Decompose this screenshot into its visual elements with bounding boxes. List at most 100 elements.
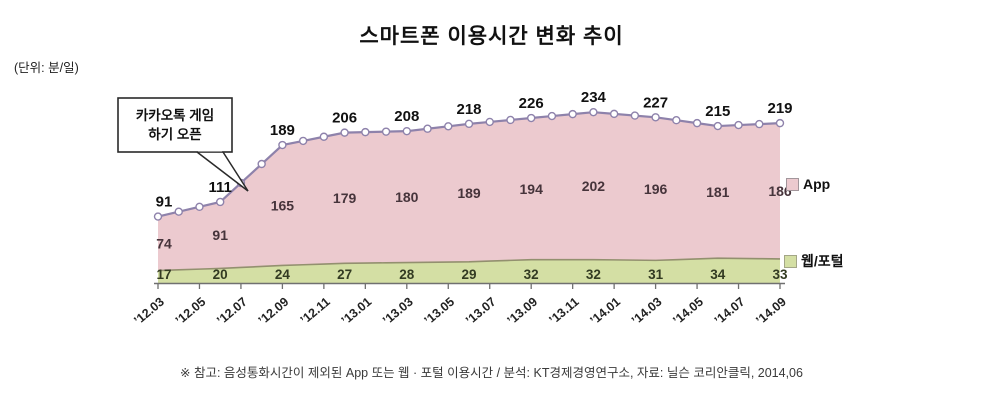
unit-label: (단위: 분/일) bbox=[14, 61, 79, 75]
app-value-label: 91 bbox=[212, 227, 228, 243]
data-point-marker bbox=[195, 202, 204, 212]
x-tick-label: ’12.09 bbox=[256, 295, 292, 328]
app-legend-swatch bbox=[786, 177, 799, 191]
total-value-label: 215 bbox=[705, 103, 730, 120]
callout-tail-edge bbox=[222, 151, 249, 192]
data-point-marker bbox=[153, 212, 163, 221]
data-point-marker bbox=[298, 136, 308, 146]
data-point-markers bbox=[153, 107, 785, 221]
data-point-marker bbox=[651, 113, 660, 122]
annotation-line2: 하기 오픈 bbox=[148, 127, 202, 142]
x-tick-label: ’13.09 bbox=[504, 295, 540, 328]
x-tick-label: ’14.01 bbox=[587, 295, 623, 328]
annotation-callout-shape bbox=[117, 97, 249, 192]
data-point-marker bbox=[672, 116, 681, 125]
annotation-callout: 카카오톡 게임 하기 오픈 bbox=[118, 98, 232, 152]
web-portal-value-label: 20 bbox=[213, 267, 228, 282]
app-value-label: 165 bbox=[271, 197, 295, 213]
data-point-marker bbox=[547, 111, 557, 121]
data-point-marker bbox=[257, 159, 266, 169]
total-value-label: 91 bbox=[156, 194, 173, 211]
web-portal-value-label: 32 bbox=[586, 267, 601, 282]
app-value-label: 186 bbox=[768, 183, 792, 199]
total-value-label: 226 bbox=[519, 95, 544, 112]
data-point-marker bbox=[568, 109, 577, 119]
data-point-marker bbox=[775, 118, 785, 128]
x-tick-label: ’14.03 bbox=[629, 295, 665, 328]
total-value-label: 111 bbox=[209, 179, 232, 196]
total-value-label: 219 bbox=[767, 100, 792, 117]
total-value-label: 208 bbox=[394, 108, 419, 125]
web-portal-value-label: 17 bbox=[156, 267, 171, 282]
web-portal-value-label: 27 bbox=[337, 267, 352, 282]
web-portal-value-label: 24 bbox=[275, 267, 291, 282]
data-point-marker bbox=[506, 115, 515, 125]
callout-box bbox=[117, 97, 233, 153]
annotation-line1: 카카오톡 게임 bbox=[135, 108, 215, 123]
total-value-label: 234 bbox=[581, 89, 607, 106]
total-value-label: 189 bbox=[270, 122, 295, 139]
legend-item-web: 웹/포털 bbox=[784, 251, 844, 271]
app-value-label: 181 bbox=[706, 184, 730, 200]
app-value-label: 180 bbox=[395, 189, 419, 205]
app-legend-label: App bbox=[803, 176, 831, 192]
x-tick-label: ’13.11 bbox=[546, 295, 581, 328]
web-portal-legend-swatch bbox=[784, 254, 797, 268]
web-portal-line bbox=[157, 257, 781, 272]
data-point-marker bbox=[319, 132, 329, 141]
data-point-marker bbox=[692, 118, 702, 128]
app-value-label: 194 bbox=[520, 181, 544, 197]
web-portal-legend-label: 웹/포털 bbox=[801, 253, 844, 269]
source-footnote: ※ 참고: 음성통화시간이 제외된 App 또는 웹 · 포털 이용시간 / 분… bbox=[180, 366, 803, 380]
data-point-marker bbox=[527, 113, 536, 123]
data-point-marker bbox=[215, 197, 225, 207]
data-point-marker bbox=[755, 119, 764, 129]
total-value-label: 218 bbox=[456, 101, 481, 118]
app-value-label: 202 bbox=[582, 178, 606, 194]
x-tick-label: ’12.05 bbox=[173, 295, 209, 328]
web-portal-value-label: 32 bbox=[524, 267, 539, 282]
data-point-marker bbox=[589, 107, 598, 117]
web-portal-value-label: 31 bbox=[648, 267, 664, 282]
data-point-marker bbox=[361, 127, 370, 137]
x-axis: ’12.03’12.05’12.07’12.09’12.11’13.01’13.… bbox=[131, 282, 789, 328]
data-point-marker bbox=[713, 121, 722, 131]
web-portal-value-label: 28 bbox=[399, 267, 415, 282]
legend-item-app: App bbox=[786, 176, 830, 192]
data-point-marker bbox=[630, 111, 640, 120]
x-tick-label: ’14.09 bbox=[753, 295, 789, 328]
x-tick-label: ’14.07 bbox=[712, 295, 748, 328]
app-value-label: 74 bbox=[156, 236, 172, 252]
x-tick-label: ’13.03 bbox=[380, 295, 416, 328]
x-tick-label: ’13.07 bbox=[463, 295, 499, 328]
x-tick-label: ’12.07 bbox=[214, 295, 250, 328]
data-point-marker bbox=[278, 140, 287, 150]
data-point-marker bbox=[381, 127, 391, 136]
x-tick-label: ’12.03 bbox=[131, 295, 167, 328]
total-value-label: 227 bbox=[643, 94, 668, 111]
data-point-marker bbox=[464, 119, 474, 129]
data-point-marker bbox=[340, 128, 349, 137]
x-tick-label: ’14.05 bbox=[670, 295, 706, 328]
x-tick-label: ’13.05 bbox=[422, 295, 458, 328]
total-value-label: 206 bbox=[332, 110, 357, 127]
app-value-label: 189 bbox=[457, 185, 481, 201]
data-point-marker bbox=[444, 122, 453, 131]
data-point-marker bbox=[174, 207, 183, 216]
data-point-marker bbox=[402, 126, 411, 136]
data-point-marker bbox=[734, 120, 743, 130]
data-point-marker bbox=[423, 124, 432, 133]
x-tick-label: ’12.11 bbox=[298, 295, 333, 328]
data-point-marker bbox=[609, 109, 619, 119]
web-portal-value-label: 33 bbox=[772, 267, 788, 282]
chart-title: 스마트폰 이용시간 변화 추이 bbox=[359, 25, 624, 48]
app-area bbox=[158, 112, 780, 284]
web-portal-value-label: 29 bbox=[461, 267, 476, 282]
value-labels: 91 74 17 111 91 20 189 165 24 206 179 27 208 180 28 218… bbox=[156, 89, 793, 282]
stacked-areas bbox=[157, 111, 781, 284]
app-value-label: 179 bbox=[333, 190, 357, 206]
web-portal-value-label: 34 bbox=[710, 267, 726, 282]
x-tick-label: ’13.01 bbox=[339, 295, 375, 328]
